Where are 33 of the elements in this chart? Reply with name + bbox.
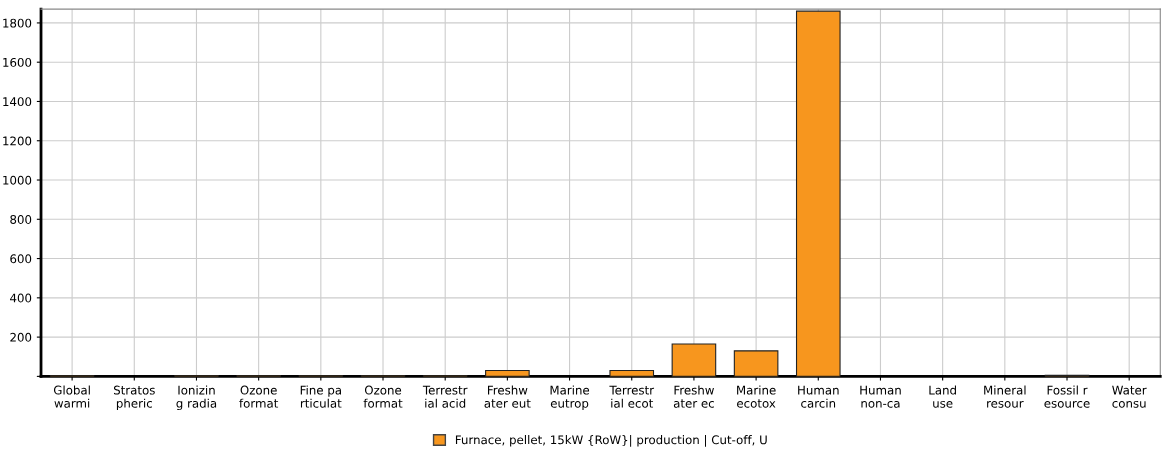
y-tick-label: 1200 <box>3 136 32 146</box>
bar <box>609 369 655 377</box>
x-tick-label: Ozone format <box>239 385 279 408</box>
y-tick-label: 1600 <box>3 57 32 67</box>
bar <box>485 369 530 377</box>
x-tick-label: Marine ecotox <box>737 385 776 408</box>
x-tick-label: Terrestr ial acid <box>422 385 468 408</box>
x-tick-label: Freshw ater ec <box>673 385 714 408</box>
x-tick-label: Stratos pheric <box>113 385 155 411</box>
bar <box>733 350 779 377</box>
bar <box>795 10 841 377</box>
y-tick-label: 1400 <box>3 97 32 107</box>
x-tick-label: Human non-ca <box>860 385 901 408</box>
y-tick-label: 400 <box>10 293 32 303</box>
x-tick-label: Water consu <box>1112 385 1147 408</box>
x-tick-label: Land use <box>929 385 956 408</box>
x-tick-label: Human carcin <box>798 385 839 408</box>
y-tick-label: 600 <box>10 254 32 264</box>
x-tick-label: Fossil r esource <box>1044 385 1090 408</box>
x-tick-label: Global warmi <box>53 385 90 408</box>
x-tick-label: Fine pa rticulat <box>300 385 342 408</box>
x-tick-label: Freshw ater eut <box>484 385 531 408</box>
legend-label: Furnace, pellet, 15kW {RoW}| production | Cut-off, U <box>455 435 767 447</box>
y-tick-label: 1000 <box>3 175 32 185</box>
y-tick-label: 800 <box>10 215 32 224</box>
y-tick-label: 200 <box>10 332 32 342</box>
y-tick-label: 1800 <box>3 18 32 28</box>
x-tick-label: Terrestr ial ecot <box>609 385 655 408</box>
x-tick-label: Ionizin g radia <box>176 385 217 411</box>
x-tick-label: Marine eutrop <box>550 385 590 411</box>
bar <box>671 343 717 377</box>
x-tick-label: Mineral resour <box>984 385 1026 408</box>
x-tick-label: Ozone format <box>363 385 403 408</box>
